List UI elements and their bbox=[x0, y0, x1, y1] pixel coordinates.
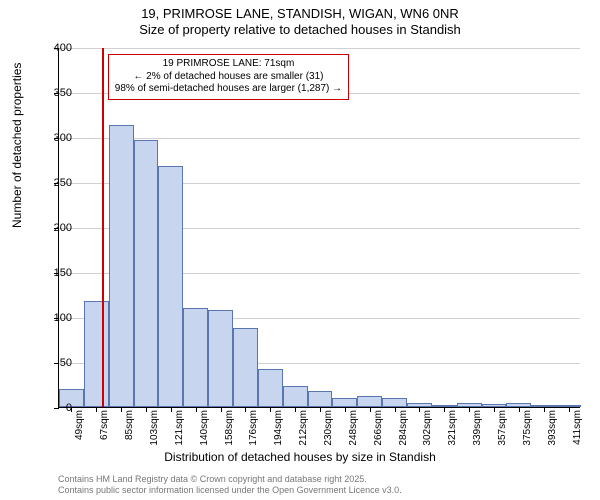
attribution-text: Contains HM Land Registry data © Crown c… bbox=[58, 474, 402, 496]
histogram-bar bbox=[84, 301, 109, 407]
histogram-chart: 49sqm67sqm85sqm103sqm121sqm140sqm158sqm1… bbox=[58, 48, 580, 408]
x-tick-mark bbox=[444, 407, 445, 412]
histogram-bar bbox=[308, 391, 333, 407]
x-tick-mark bbox=[519, 407, 520, 412]
y-tick-label: 0 bbox=[32, 402, 72, 414]
y-tick-label: 200 bbox=[32, 222, 72, 234]
x-tick-label: 357sqm bbox=[497, 410, 508, 446]
title-line-2: Size of property relative to detached ho… bbox=[0, 22, 600, 38]
x-tick-label: 393sqm bbox=[547, 410, 558, 446]
annotation-box: 19 PRIMROSE LANE: 71sqm← 2% of detached … bbox=[108, 54, 349, 100]
y-tick-label: 100 bbox=[32, 312, 72, 324]
x-tick-label: 103sqm bbox=[149, 410, 160, 446]
x-tick-label: 158sqm bbox=[224, 410, 235, 446]
x-tick-mark bbox=[270, 407, 271, 412]
x-tick-label: 375sqm bbox=[522, 410, 533, 446]
x-tick-label: 411sqm bbox=[572, 410, 583, 445]
histogram-bar bbox=[332, 398, 357, 407]
histogram-bar bbox=[233, 328, 258, 407]
x-tick-label: 85sqm bbox=[124, 410, 135, 440]
grid-line bbox=[59, 48, 580, 49]
x-tick-mark bbox=[569, 407, 570, 412]
x-tick-label: 339sqm bbox=[472, 410, 483, 446]
y-tick-label: 50 bbox=[32, 357, 72, 369]
y-tick-label: 150 bbox=[32, 267, 72, 279]
x-tick-mark bbox=[171, 407, 172, 412]
subject-marker-line bbox=[102, 48, 104, 407]
x-tick-label: 321sqm bbox=[447, 410, 458, 446]
histogram-bar bbox=[158, 166, 183, 407]
annotation-line3: 98% of semi-detached houses are larger (… bbox=[115, 83, 342, 96]
annotation-line1: 19 PRIMROSE LANE: 71sqm bbox=[115, 58, 342, 71]
x-tick-label: 230sqm bbox=[323, 410, 334, 446]
x-tick-label: 140sqm bbox=[199, 410, 210, 446]
histogram-bar bbox=[357, 396, 382, 407]
x-tick-label: 302sqm bbox=[422, 410, 433, 446]
x-tick-mark bbox=[295, 407, 296, 412]
x-tick-label: 67sqm bbox=[99, 410, 110, 440]
x-tick-label: 284sqm bbox=[398, 410, 409, 446]
x-tick-mark bbox=[370, 407, 371, 412]
x-tick-mark bbox=[121, 407, 122, 412]
x-tick-mark bbox=[469, 407, 470, 412]
y-tick-label: 300 bbox=[32, 132, 72, 144]
histogram-bar bbox=[134, 140, 159, 407]
y-tick-label: 400 bbox=[32, 42, 72, 54]
x-tick-mark bbox=[395, 407, 396, 412]
x-tick-label: 49sqm bbox=[74, 410, 85, 440]
y-axis-label: Number of detached properties bbox=[10, 63, 24, 228]
y-tick-label: 250 bbox=[32, 177, 72, 189]
x-tick-mark bbox=[494, 407, 495, 412]
x-tick-mark bbox=[345, 407, 346, 412]
x-tick-mark bbox=[146, 407, 147, 412]
histogram-bar bbox=[283, 386, 308, 407]
x-tick-mark bbox=[245, 407, 246, 412]
histogram-bar bbox=[208, 310, 233, 407]
x-axis-label: Distribution of detached houses by size … bbox=[0, 450, 600, 464]
chart-title: 19, PRIMROSE LANE, STANDISH, WIGAN, WN6 … bbox=[0, 0, 600, 39]
histogram-bar bbox=[109, 125, 134, 407]
x-tick-mark bbox=[96, 407, 97, 412]
x-tick-mark bbox=[196, 407, 197, 412]
x-tick-label: 248sqm bbox=[348, 410, 359, 446]
x-tick-label: 194sqm bbox=[273, 410, 284, 446]
x-tick-mark bbox=[221, 407, 222, 412]
histogram-bar bbox=[258, 369, 283, 407]
histogram-bar bbox=[183, 308, 208, 407]
attribution-line-1: Contains HM Land Registry data © Crown c… bbox=[58, 474, 402, 485]
plot-area: 49sqm67sqm85sqm103sqm121sqm140sqm158sqm1… bbox=[58, 48, 580, 408]
annotation-line2: ← 2% of detached houses are smaller (31) bbox=[115, 71, 342, 84]
histogram-bar bbox=[382, 398, 407, 407]
x-tick-mark bbox=[544, 407, 545, 412]
attribution-line-2: Contains public sector information licen… bbox=[58, 485, 402, 496]
title-line-1: 19, PRIMROSE LANE, STANDISH, WIGAN, WN6 … bbox=[0, 6, 600, 22]
x-tick-label: 266sqm bbox=[373, 410, 384, 446]
y-tick-label: 350 bbox=[32, 87, 72, 99]
x-tick-mark bbox=[419, 407, 420, 412]
x-tick-label: 121sqm bbox=[174, 410, 185, 446]
x-tick-label: 176sqm bbox=[248, 410, 259, 446]
x-tick-label: 212sqm bbox=[298, 410, 309, 446]
x-tick-mark bbox=[320, 407, 321, 412]
